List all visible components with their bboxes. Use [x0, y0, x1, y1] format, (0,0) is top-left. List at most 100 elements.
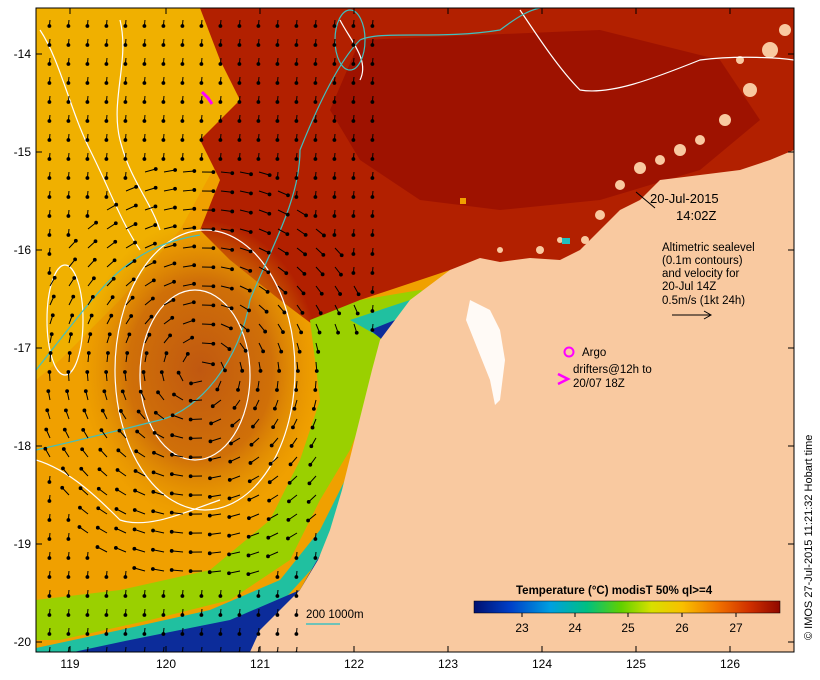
velocity-arrow-head — [110, 295, 115, 300]
velocity-arrow-head — [256, 100, 261, 104]
velocity-arrow-head — [161, 81, 166, 85]
velocity-arrow-head — [199, 81, 204, 85]
velocity-arrow-head — [78, 505, 82, 510]
velocity-arrow-head — [313, 138, 318, 142]
velocity-arrow-head — [173, 186, 177, 191]
velocity-arrow-head — [253, 406, 257, 411]
velocity-arrow-head — [176, 370, 181, 375]
velocity-arrow-head — [99, 428, 104, 433]
velocity-arrow-head — [283, 290, 288, 295]
velocity-arrow-head — [237, 100, 242, 104]
velocity-arrow-head — [227, 347, 232, 351]
velocity-arrow-head — [164, 351, 169, 356]
velocity-arrow-head — [199, 138, 204, 142]
velocity-arrow-head — [303, 252, 307, 257]
velocity-arrow-head — [47, 480, 52, 484]
velocity-arrow-head — [230, 171, 235, 176]
velocity-arrow-head — [370, 271, 375, 275]
velocity-arrow — [124, 646, 127, 652]
velocity-arrow-head — [229, 326, 233, 331]
velocity-arrow-head — [218, 613, 223, 617]
velocity-arrow-head — [237, 138, 242, 142]
velocity-arrow-head — [332, 157, 337, 161]
velocity-arrow-head — [289, 444, 294, 448]
velocity-arrow-head — [170, 413, 175, 418]
velocity-arrow-head — [199, 613, 204, 617]
velocity-arrow-head — [370, 176, 375, 180]
velocity-arrow-head — [294, 24, 299, 28]
velocity-arrow-head — [104, 119, 109, 123]
velocity-arrow-head — [230, 423, 235, 428]
y-tick-label: -20 — [14, 635, 32, 649]
velocity-arrow-head — [277, 369, 282, 373]
velocity-arrow-head — [133, 488, 137, 493]
velocity-arrow-head — [294, 138, 299, 142]
velocity-arrow-head — [114, 202, 119, 207]
altimetry-legend: Altimetric sealevel (0.1m contours) and … — [662, 242, 755, 320]
velocity-arrow-head — [370, 195, 375, 199]
velocity-arrow-head — [209, 421, 213, 426]
velocity-arrow-head — [185, 351, 190, 356]
velocity-arrow-head — [351, 214, 356, 218]
velocity-arrow-head — [141, 370, 146, 374]
hotspot-marker — [460, 198, 466, 204]
velocity-arrow-head — [86, 351, 91, 355]
velocity-arrow-head — [192, 263, 197, 268]
velocity-arrow-head — [211, 189, 216, 194]
velocity-arrow-head — [256, 594, 261, 598]
velocity-arrow-head — [48, 351, 53, 355]
velocity-arrow — [181, 646, 184, 652]
velocity-arrow-head — [47, 43, 52, 47]
velocity-arrow-head — [370, 157, 375, 161]
velocity-arrow-head — [85, 370, 90, 374]
velocity-arrow-head — [47, 233, 52, 237]
velocity-arrow-head — [142, 24, 147, 28]
velocity-arrow — [105, 646, 108, 652]
velocity-arrow-head — [351, 271, 356, 275]
velocity-arrow-head — [258, 369, 263, 373]
velocity-arrow-head — [47, 119, 52, 123]
y-tick-label: -16 — [14, 243, 32, 257]
velocity-arrow-head — [199, 119, 204, 123]
velocity-arrow-head — [294, 613, 299, 617]
velocity-arrow-head — [188, 455, 193, 460]
velocity-arrow-head — [351, 157, 356, 161]
velocity-arrow-head — [246, 572, 251, 577]
velocity-arrow-head — [267, 231, 271, 236]
velocity-arrow-head — [256, 613, 261, 617]
velocity-arrow-head — [66, 613, 71, 617]
velocity-arrow-head — [247, 308, 251, 313]
velocity-arrow-head — [172, 392, 176, 397]
velocity-arrow-head — [180, 594, 185, 598]
velocity-arrow-head — [246, 553, 251, 558]
velocity-arrow-head — [211, 208, 216, 213]
velocity-arrow-head — [47, 556, 52, 560]
velocity-arrow-head — [151, 567, 155, 571]
velocity-arrow-head — [313, 43, 318, 47]
velocity-arrow-head — [116, 448, 121, 453]
velocity-arrow-head — [47, 100, 52, 104]
velocity-arrow-head — [275, 43, 280, 47]
velocity-arrow-head — [227, 571, 231, 576]
velocity-arrow-head — [265, 289, 270, 294]
velocity-arrow-head — [313, 62, 318, 66]
velocity-arrow-head — [66, 575, 71, 579]
velocity-arrow-head — [316, 349, 321, 354]
velocity-arrow — [238, 646, 241, 652]
velocity-arrow-head — [218, 24, 223, 28]
velocity-arrow-head — [267, 192, 272, 197]
velocity-arrow-head — [281, 330, 285, 334]
velocity-arrow-head — [266, 517, 271, 522]
velocity-arrow-head — [313, 176, 318, 180]
velocity-arrow-head — [51, 294, 56, 299]
velocity-arrow-head — [171, 298, 176, 302]
velocity-arrow-head — [152, 450, 156, 455]
sealevel-contours — [36, 9, 794, 524]
velocity-arrow-head — [208, 457, 213, 462]
velocity-arrow-head — [351, 195, 356, 199]
velocity-arrow-head — [170, 315, 175, 320]
velocity-arrow-head — [156, 390, 160, 395]
velocity-arrow-head — [161, 157, 166, 161]
velocity-arrow-head — [78, 486, 83, 491]
